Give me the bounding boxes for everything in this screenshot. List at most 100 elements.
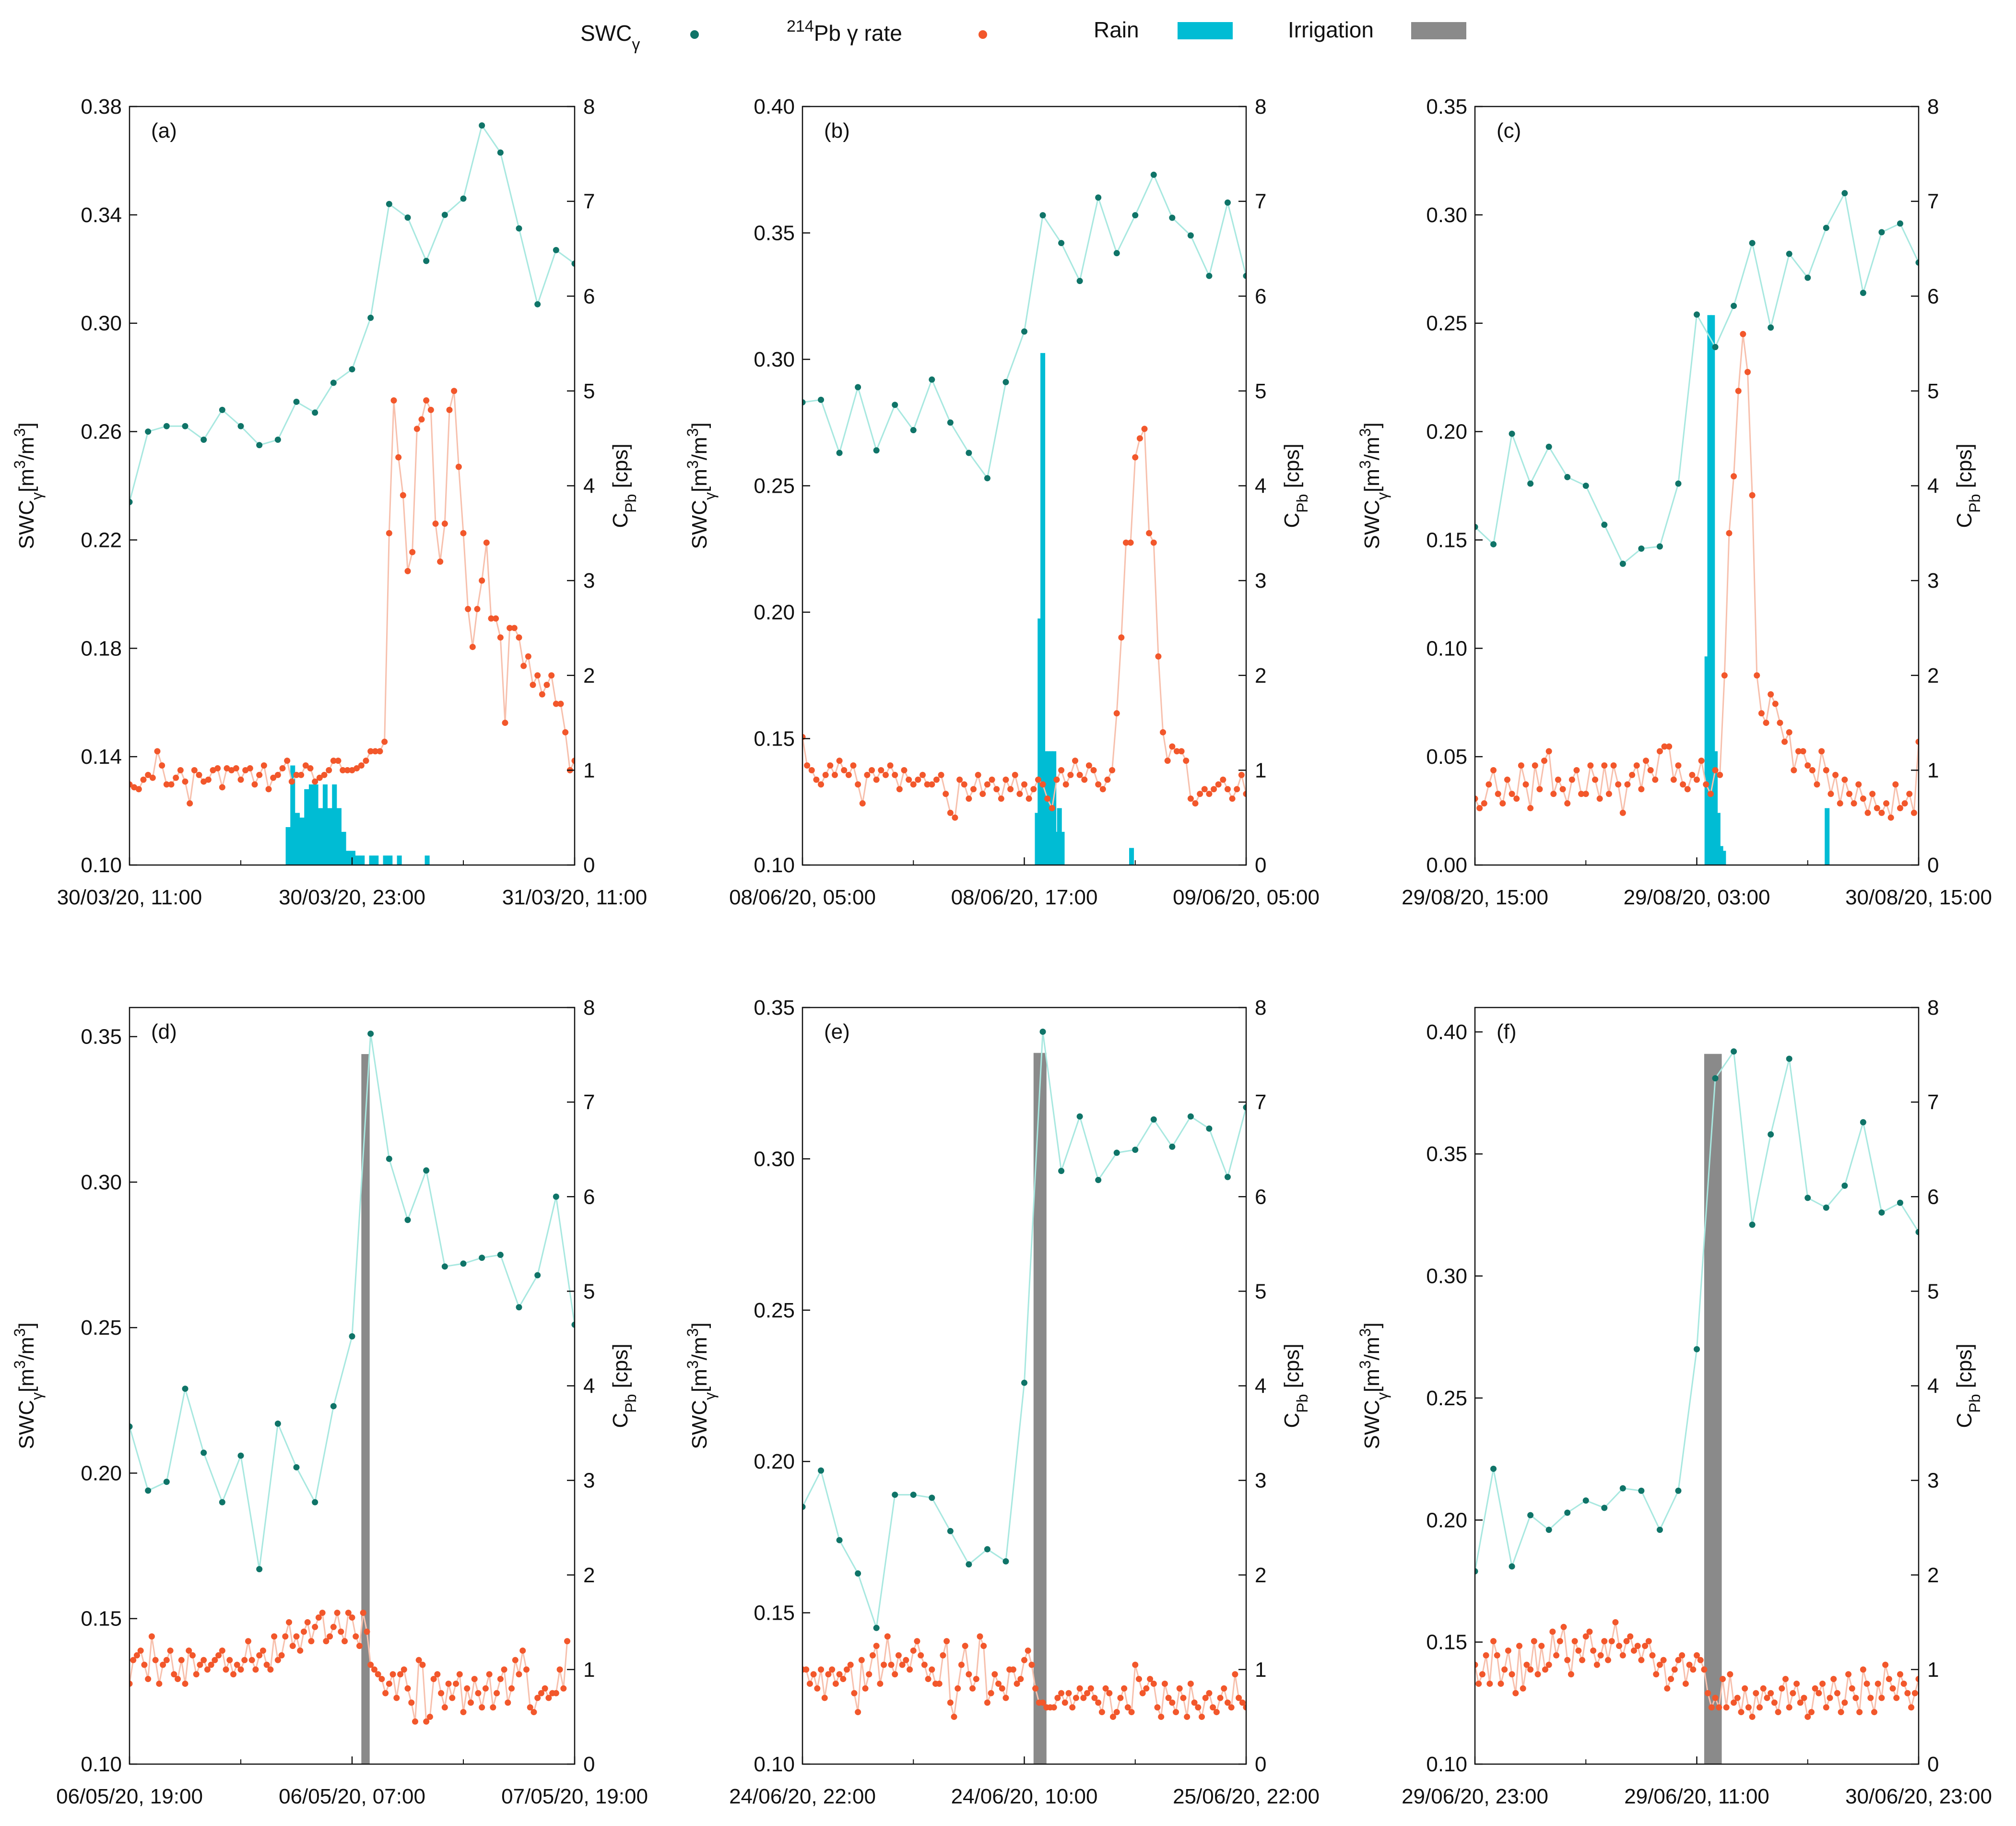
swc-point: [1021, 328, 1027, 335]
rain-bar: [397, 855, 402, 865]
swc-point: [1731, 1048, 1737, 1055]
pb-point: [353, 1633, 359, 1640]
pb-point: [989, 776, 995, 783]
pb-point: [1875, 1680, 1881, 1687]
pb-point: [1634, 1643, 1641, 1649]
pb-point: [1753, 1690, 1759, 1696]
pb-point: [523, 1666, 530, 1673]
pb-point: [1671, 1666, 1678, 1673]
pb-point: [776, 805, 782, 811]
pb-point: [1953, 810, 1959, 816]
left-tick-label: 0.30: [754, 1147, 795, 1171]
pb-point: [1386, 767, 1392, 773]
swc-point: [947, 419, 954, 426]
left-tick-label: 0.35: [1426, 1142, 1467, 1166]
swc-point: [1243, 1104, 1246, 1111]
pb-point: [1939, 772, 1945, 778]
pb-point: [1368, 762, 1374, 769]
pb-point: [973, 1676, 979, 1683]
pb-point: [888, 1661, 895, 1668]
swc-point: [1694, 1346, 1700, 1352]
pb-point: [1929, 791, 1935, 797]
right-tick-label: 7: [1255, 190, 1266, 213]
pb-point: [441, 521, 448, 527]
right-tick-label: 1: [1255, 1658, 1266, 1682]
pb-point: [862, 1685, 869, 1692]
pb-point: [256, 1652, 263, 1659]
pb-point: [330, 758, 337, 764]
swc-point: [293, 1464, 300, 1470]
pb-point: [516, 634, 522, 641]
pb-point: [302, 762, 309, 769]
pb-point: [1025, 1647, 1031, 1654]
swc-point: [966, 450, 972, 456]
swc-point: [1509, 1563, 1515, 1570]
pb-point: [808, 767, 815, 773]
pb-point: [304, 1619, 311, 1625]
pb-point: [1830, 1676, 1837, 1683]
pb-point: [456, 1671, 463, 1678]
pb-point: [1768, 691, 1774, 698]
pb-point: [958, 1661, 965, 1668]
pb-point: [556, 1666, 563, 1673]
swc-point: [1915, 259, 1919, 266]
pb-point: [821, 1695, 828, 1701]
pb-point: [1889, 1685, 1896, 1692]
left-tick-label: 0.22: [81, 528, 122, 552]
right-tick-label: 8: [1255, 996, 1266, 1020]
legend-pb-marker: [979, 30, 987, 39]
right-tick-label: 4: [1255, 1375, 1266, 1398]
pb-point: [186, 1647, 192, 1654]
pb-point: [1080, 1695, 1087, 1701]
pb-point: [1505, 1647, 1511, 1654]
pb-point: [427, 406, 434, 413]
pb-point: [1479, 1671, 1485, 1678]
pb-point: [1030, 786, 1037, 793]
swc-point: [929, 376, 935, 383]
pb-point: [338, 1628, 344, 1635]
pb-point: [233, 765, 239, 771]
pb-point: [256, 771, 263, 778]
pb-point: [308, 1638, 315, 1645]
pb-point: [901, 767, 908, 773]
pb-point: [438, 1690, 445, 1696]
rain-bar: [295, 813, 300, 865]
pb-point: [241, 1657, 248, 1663]
plot-area: [802, 1028, 1246, 1764]
pb-point: [1058, 1690, 1065, 1696]
left-tick-label: 0.20: [754, 601, 795, 624]
pb-point: [1664, 1685, 1671, 1692]
pb-point: [1723, 1704, 1730, 1711]
pb-point: [377, 748, 383, 755]
pb-point: [1109, 767, 1116, 773]
pb-point: [818, 1666, 825, 1673]
pb-point: [1187, 1680, 1194, 1687]
right-tick-label: 7: [1255, 1091, 1266, 1114]
pb-point: [1061, 1699, 1068, 1706]
pb-point: [1697, 1657, 1704, 1663]
pb-point: [494, 1690, 500, 1696]
pb-point: [1285, 772, 1291, 778]
pb-point: [1545, 748, 1552, 755]
pb-point: [545, 1695, 552, 1701]
pb-point: [1294, 767, 1300, 773]
pb-point: [1344, 777, 1351, 783]
pb-point: [966, 795, 972, 802]
rain-bar: [304, 789, 309, 865]
left-tick-label: 0.10: [81, 854, 122, 877]
pb-point: [925, 1676, 931, 1683]
pb-point: [1280, 777, 1286, 783]
pb-point: [1298, 777, 1305, 783]
swc-point: [1002, 1558, 1009, 1565]
pb-point: [326, 767, 332, 773]
pb-point: [520, 663, 527, 669]
pb-point: [818, 781, 825, 788]
pb-point: [1211, 786, 1217, 793]
pb-point: [829, 1666, 836, 1673]
pb-point: [1206, 1690, 1213, 1696]
pb-point: [1084, 1690, 1091, 1696]
swc-point: [330, 379, 337, 386]
x-tick-label: 30/03/20, 11:00: [57, 886, 202, 909]
pb-point: [1760, 1685, 1767, 1692]
x-tick-label: 08/06/20, 05:00: [729, 886, 876, 909]
